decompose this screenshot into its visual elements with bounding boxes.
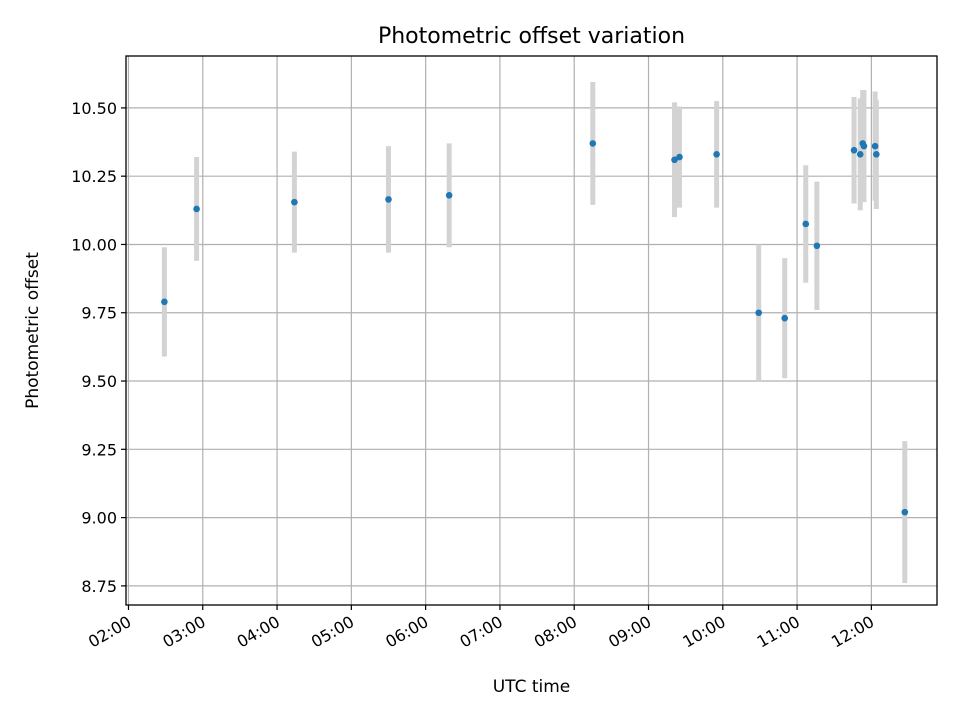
data-points [161,140,909,516]
x-axis-label: UTC time [493,677,571,697]
data-point [781,314,789,322]
y-tick-label: 9.25 [81,440,117,459]
data-point [671,156,678,164]
data-point [860,142,868,150]
y-tick-label: 10.50 [71,99,117,118]
data-point [193,205,200,213]
data-point [713,151,720,158]
y-tick-label: 9.75 [81,304,117,323]
data-point [850,146,858,154]
plot-frame [125,55,938,606]
y-tick-label: 10.00 [71,235,117,254]
data-point [856,151,864,158]
data-point [813,242,821,250]
data-point [873,151,880,158]
data-point [871,142,879,150]
y-axis-label: Photometric offset [23,252,43,409]
data-point [589,140,597,147]
y-tick-label: 10.25 [71,167,117,186]
data-point [445,191,453,199]
grid-lines [126,56,937,605]
y-tick-label: 9.50 [81,372,117,391]
data-point [676,153,683,161]
data-point [385,196,392,203]
data-point [291,198,298,206]
y-tick-label: 9.00 [81,509,117,528]
y-tick-label: 8.75 [81,577,117,596]
data-point [755,309,763,317]
data-point [901,508,909,516]
chart-title: Photometric offset variation [378,24,685,49]
data-point [161,298,168,306]
data-point [802,220,810,228]
